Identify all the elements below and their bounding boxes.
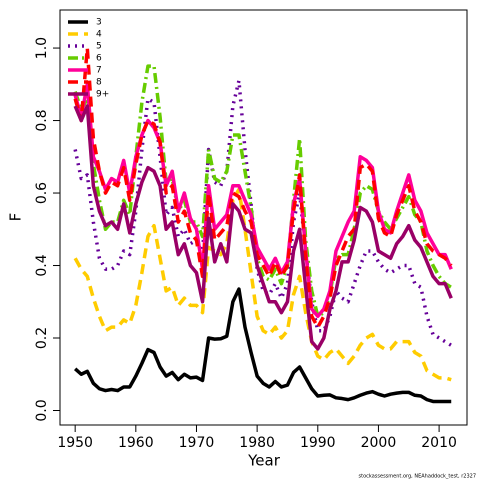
y-tick-label: 0.4	[34, 254, 50, 276]
series-line	[73, 46, 453, 329]
legend-label: 8	[96, 78, 102, 88]
x-tick-label: 1960	[118, 435, 154, 451]
legend-label: 6	[96, 54, 102, 64]
series-line	[73, 187, 452, 382]
legend-label: 7	[96, 66, 102, 76]
series-line	[73, 64, 453, 319]
series-line	[73, 82, 453, 319]
legend-label: 5	[96, 42, 102, 52]
y-tick-label: 0.0	[34, 399, 50, 421]
plot-frame	[59, 9, 468, 426]
legend-label: 4	[96, 30, 102, 40]
x-tick-label: 2010	[421, 435, 457, 451]
y-tick-label: 0.8	[34, 109, 50, 131]
x-tick-label: 1990	[300, 435, 336, 451]
x-axis-label: Year	[247, 452, 281, 470]
x-tick-label: 2000	[361, 435, 397, 451]
x-tick-label: 1980	[239, 435, 275, 451]
y-tick-label: 0.6	[34, 182, 50, 204]
series-line	[73, 104, 453, 351]
y-axis-label: F	[7, 213, 25, 222]
series-line	[73, 287, 452, 404]
y-tick-label: 1.0	[34, 37, 50, 59]
y-tick-label: 0.2	[34, 327, 50, 349]
caption: stockassessment.org, NEAhaddock_test, r2…	[359, 474, 476, 480]
x-tick-label: 1950	[57, 435, 93, 451]
x-tick-label: 1970	[179, 435, 215, 451]
legend-label: 3	[96, 18, 102, 28]
legend-label: 9+	[96, 90, 109, 100]
